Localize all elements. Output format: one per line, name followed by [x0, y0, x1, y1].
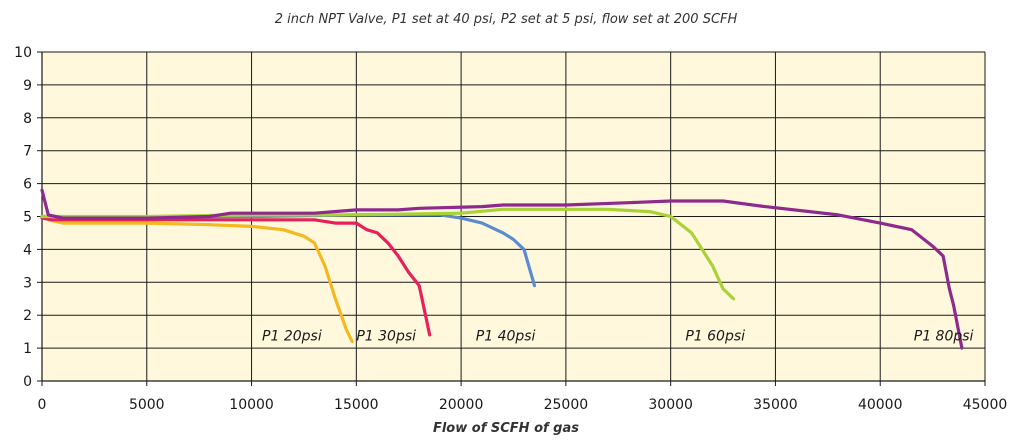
series-annotation: P1 20psi [262, 329, 322, 345]
chart-title: 2 inch NPT Valve, P1 set at 40 psi, P2 s… [275, 12, 738, 27]
x-tick-label: 15000 [334, 397, 379, 413]
y-tick-label: 8 [23, 111, 32, 127]
series-annotation: P1 30psi [356, 329, 416, 345]
series-annotation: P1 80psi [914, 329, 974, 345]
y-tick-label: 1 [23, 341, 32, 357]
series-line-p1-60psi [40, 207, 736, 301]
y-tick-label: 0 [23, 374, 32, 390]
tick-labels: 0 1 2 3 4 5 6 7 8 9 10 0 5000 10000 15000 20000 25000 300… [14, 45, 1007, 413]
y-tick-label: 4 [23, 242, 32, 258]
x-axis-label: Flow of SCFH of gas [433, 421, 579, 436]
x-tick-label: 40000 [858, 397, 903, 413]
y-tick-label: 7 [23, 144, 32, 160]
series-lines [40, 188, 964, 350]
y-tick-label: 5 [23, 210, 32, 226]
series-line-p1-80psi [40, 188, 964, 350]
series-annotation: P1 60psi [685, 329, 745, 345]
x-tick-label: 5000 [129, 397, 165, 413]
y-tick-label: 10 [14, 45, 32, 61]
x-tick-label: 20000 [439, 397, 484, 413]
x-tick-label: 10000 [229, 397, 274, 413]
series-line-p1-30psi [40, 216, 432, 337]
y-tick-label: 2 [23, 308, 32, 324]
x-tick-label: 0 [38, 397, 47, 413]
y-tick-label: 9 [23, 78, 32, 94]
x-tick-label: 30000 [648, 397, 693, 413]
x-tick-label: 35000 [753, 397, 798, 413]
y-tick-label: 6 [23, 177, 32, 193]
y-tick-label: 3 [23, 275, 32, 291]
series-annotations: P1 20psi P1 30psi P1 40psi P1 60psi P1 80psi [262, 329, 974, 345]
x-tick-label: 25000 [544, 397, 589, 413]
series-line-p1-20psi [40, 214, 354, 344]
series-annotation: P1 40psi [476, 329, 536, 345]
x-tick-label: 45000 [963, 397, 1008, 413]
